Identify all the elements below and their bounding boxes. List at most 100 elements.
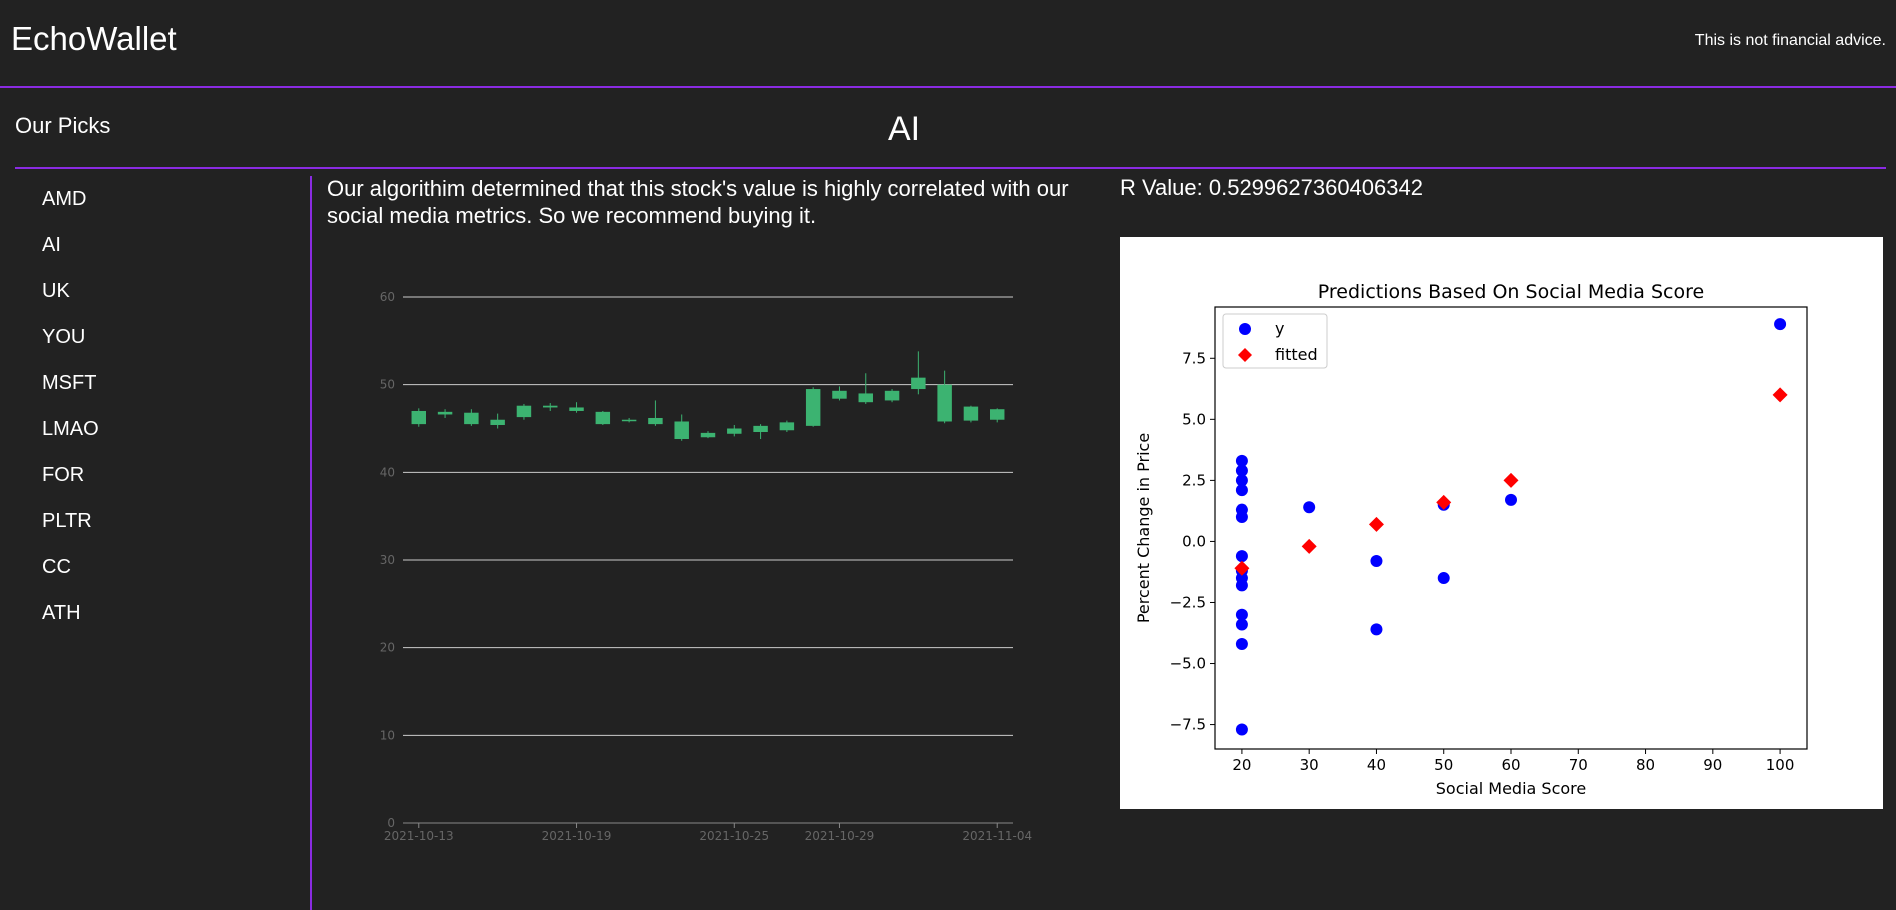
data-point-y [1370, 623, 1383, 636]
x-tick-label: 80 [1636, 756, 1655, 774]
x-tick-label: 2021-10-19 [542, 829, 612, 843]
plot-frame [1214, 306, 1808, 750]
sidebar-item-pltr[interactable]: PLTR [42, 510, 92, 532]
candle-body [832, 390, 847, 399]
data-point-fitted [1368, 516, 1384, 532]
y-tick-label: −5.0 [1170, 655, 1206, 673]
x-tick-label: 40 [1367, 756, 1386, 774]
data-point-y [1235, 579, 1248, 592]
y-axis-label: Percent Change in Price [1134, 433, 1153, 623]
candle-body [753, 425, 768, 433]
chart-legend: y fitted [1222, 313, 1328, 369]
data-point-fitted [1234, 560, 1250, 576]
candle-body [648, 417, 663, 425]
sidebar-item-amd[interactable]: AMD [42, 188, 87, 210]
x-tick-label: 60 [1501, 756, 1520, 774]
candle-body [464, 412, 479, 425]
candle-body [937, 384, 952, 422]
y-tick-label: 40 [380, 465, 395, 479]
candle-body [569, 407, 584, 411]
y-tick-label: 2.5 [1182, 471, 1206, 489]
candle-body [779, 422, 795, 431]
sidebar-item-you[interactable]: YOU [42, 326, 86, 348]
candle-body [674, 421, 689, 440]
sidebar-item-lmao[interactable]: LMAO [42, 418, 99, 440]
y-tick-label: 20 [380, 641, 395, 655]
x-tick-label: 2021-10-13 [384, 829, 454, 843]
brand-logo-text[interactable]: EchoWallet [11, 20, 177, 57]
x-tick-label: 2021-10-25 [699, 829, 769, 843]
candlestick-chart[interactable]: 0 10 20 30 40 50 60 2021-10-13 2021-10-19 2021-10… [360, 280, 1040, 850]
x-tick-label: 20 [1232, 756, 1251, 774]
data-point-y [1235, 550, 1248, 563]
y-tick-label: 60 [380, 290, 395, 304]
candle-body [700, 432, 716, 438]
y-tick-label: 0.0 [1182, 532, 1206, 550]
candle-body [884, 390, 900, 401]
candle-body [963, 406, 979, 421]
data-point-y [1235, 637, 1248, 650]
candle-body [621, 419, 637, 422]
candle-body [437, 411, 453, 415]
x-tick-label: 30 [1300, 756, 1319, 774]
data-point-y [1235, 454, 1248, 467]
candle-body [595, 411, 611, 425]
y-tick-label: 30 [380, 553, 395, 567]
candle-body [858, 393, 873, 403]
legend-marker-fitted [1238, 348, 1252, 362]
data-point-fitted [1301, 538, 1317, 554]
candle-body [543, 405, 558, 408]
sidebar-item-for[interactable]: FOR [42, 464, 85, 486]
recommendation-text: Our algorithim determined that this stoc… [327, 176, 1069, 228]
r-value-label: R Value: 0.5299627360406342 [1120, 175, 1423, 200]
sidebar-item-cc[interactable]: CC [42, 556, 71, 578]
y-tick-label: 7.5 [1182, 349, 1206, 367]
candle-body [911, 377, 926, 390]
candle-body [727, 428, 742, 434]
data-point-y [1235, 618, 1248, 631]
x-tick-label: 100 [1766, 756, 1795, 774]
legend-marker-y [1239, 323, 1251, 335]
data-point-y [1505, 493, 1517, 506]
data-point-fitted [1772, 387, 1788, 403]
candle-body [411, 410, 427, 425]
disclaimer-text: This is not financial advice. [1694, 32, 1886, 49]
candle-body [989, 409, 1005, 420]
data-point-y [1437, 572, 1450, 585]
data-point-fitted [1436, 494, 1452, 510]
app-header: EchoWallet This is not financial advice. [0, 0, 1896, 88]
legend-label: y [1275, 319, 1284, 338]
sidebar-item-ai[interactable]: AI [42, 234, 61, 256]
chart-title: Predictions Based On Social Media Score [1318, 281, 1704, 303]
candle-body [516, 405, 532, 418]
data-point-y [1235, 723, 1248, 736]
data-point-y [1235, 464, 1248, 477]
data-point-y [1774, 318, 1787, 331]
x-tick-label: 90 [1703, 756, 1722, 774]
data-point-y [1235, 474, 1248, 487]
sidebar-item-msft[interactable]: MSFT [42, 372, 97, 394]
y-tick-label: 0 [387, 816, 395, 830]
y-tick-label: 10 [380, 728, 395, 742]
data-point-y [1370, 554, 1383, 567]
x-tick-label: 50 [1434, 756, 1453, 774]
data-point-y [1235, 608, 1248, 621]
data-point-y [1235, 484, 1248, 497]
y-tick-label: −7.5 [1170, 716, 1206, 734]
candle-body [490, 419, 505, 425]
scatter-chart-panel: Predictions Based On Social Media Score 2… [1120, 237, 1883, 809]
page-title: AI [888, 110, 921, 148]
y-tick-label: −2.5 [1170, 593, 1206, 611]
sidebar-item-ath[interactable]: ATH [42, 602, 81, 624]
sidebar-item-uk[interactable]: UK [42, 280, 70, 302]
x-tick-label: 2021-11-04 [962, 829, 1032, 843]
y-tick-label: 50 [380, 378, 395, 392]
picks-sidebar: AMD AI UK YOU MSFT LMAO FOR PLTR CC ATH [15, 176, 312, 910]
our-picks-heading: Our Picks [15, 113, 111, 138]
section-divider [15, 167, 1886, 169]
x-tick-label: 70 [1569, 756, 1588, 774]
data-point-y [1303, 501, 1316, 514]
legend-label: fitted [1275, 345, 1318, 364]
candle-body [805, 389, 821, 426]
x-axis-label: Social Media Score [1436, 779, 1586, 798]
